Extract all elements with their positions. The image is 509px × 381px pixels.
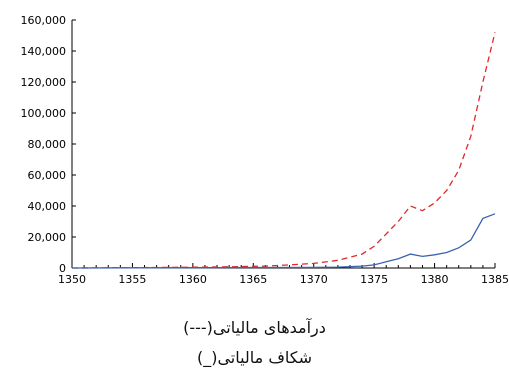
x-tick-label: 1350 xyxy=(58,273,86,286)
legend-tax-gap: شکاف مالیاتی(_) xyxy=(196,348,313,367)
y-tick-label: 60,000 xyxy=(28,169,67,182)
y-tick-label: 80,000 xyxy=(28,138,67,151)
x-tick-label: 1370 xyxy=(300,273,328,286)
y-tick-label: 40,000 xyxy=(28,200,67,213)
chart-svg: 0 20,000 40,000 60,000 80,000 100,000 120,000 1… xyxy=(21,14,509,286)
y-tick-label: 120,000 xyxy=(21,76,67,89)
series-tax-gap-line xyxy=(71,213,496,269)
line-chart: 0 20,000 40,000 60,000 80,000 100,000 120,000 1… xyxy=(21,14,509,286)
x-tick-label: 1355 xyxy=(118,273,146,286)
y-tick-label: 140,000 xyxy=(21,45,67,58)
y-tick-label: 160,000 xyxy=(21,14,67,27)
x-tick-label: 1380 xyxy=(421,273,449,286)
series-tax-revenue-line xyxy=(71,32,496,269)
y-tick-label: 0 xyxy=(59,262,66,275)
x-tick-label: 1375 xyxy=(360,273,388,286)
y-tick-label: 100,000 xyxy=(21,107,67,120)
x-tick-label: 1365 xyxy=(239,273,267,286)
x-tick-label: 1360 xyxy=(179,273,207,286)
x-tick-label: 1385 xyxy=(481,273,509,286)
legend-tax-revenue: درآمدهای مالیاتی(---) xyxy=(183,318,326,337)
y-tick-label: 20,000 xyxy=(28,231,67,244)
